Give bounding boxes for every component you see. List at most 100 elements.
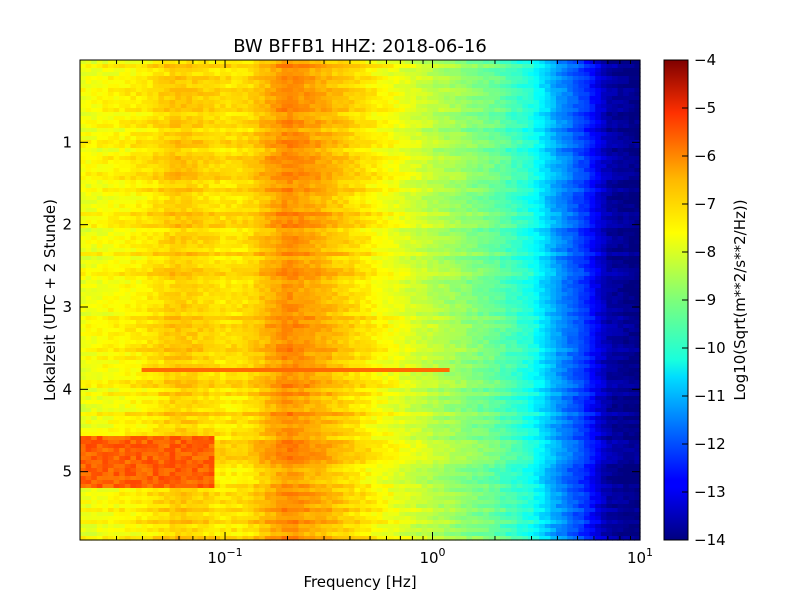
heatmap-cell bbox=[298, 176, 305, 181]
heatmap-cell bbox=[421, 68, 428, 73]
heatmap-cell bbox=[371, 136, 378, 141]
heatmap-cell bbox=[85, 80, 92, 85]
heatmap-cell bbox=[382, 104, 389, 109]
heatmap-cell bbox=[225, 212, 232, 217]
heatmap-cell bbox=[337, 236, 344, 241]
heatmap-cell bbox=[197, 240, 204, 245]
heatmap-cell bbox=[152, 148, 159, 153]
heatmap-cell bbox=[124, 128, 131, 133]
heatmap-cell bbox=[634, 96, 641, 101]
heatmap-cell bbox=[438, 160, 445, 165]
heatmap-cell bbox=[550, 80, 557, 85]
heatmap-cell bbox=[449, 80, 456, 85]
heatmap-cell bbox=[404, 128, 411, 133]
heatmap-cell bbox=[108, 256, 115, 261]
heatmap-cell bbox=[80, 180, 87, 185]
heatmap-cell bbox=[617, 120, 624, 125]
heatmap-cell bbox=[466, 136, 473, 141]
heatmap-cell bbox=[382, 172, 389, 177]
heatmap-cell bbox=[203, 76, 210, 81]
heatmap-cell bbox=[617, 108, 624, 113]
heatmap-cell bbox=[304, 176, 311, 181]
heatmap-cell bbox=[113, 144, 120, 149]
heatmap-cell bbox=[416, 64, 423, 69]
heatmap-cell bbox=[248, 176, 255, 181]
heatmap-cell bbox=[606, 108, 613, 113]
heatmap-cell bbox=[399, 224, 406, 229]
heatmap-cell bbox=[455, 140, 462, 145]
heatmap-cell bbox=[281, 116, 288, 121]
heatmap-cell bbox=[472, 76, 479, 81]
heatmap-cell bbox=[180, 252, 187, 257]
heatmap-cell bbox=[164, 152, 171, 157]
heatmap-cell bbox=[578, 112, 585, 117]
heatmap-cell bbox=[214, 156, 221, 161]
heatmap-cell bbox=[270, 176, 277, 181]
heatmap-cell bbox=[522, 172, 529, 177]
heatmap-cell bbox=[264, 96, 271, 101]
heatmap-cell bbox=[287, 236, 294, 241]
heatmap-cell bbox=[376, 256, 383, 261]
heatmap-cell bbox=[444, 176, 451, 181]
heatmap-cell bbox=[220, 188, 227, 193]
heatmap-cell bbox=[472, 100, 479, 105]
heatmap-cell bbox=[136, 224, 143, 229]
heatmap-cell bbox=[231, 76, 238, 81]
heatmap-cell bbox=[354, 212, 361, 217]
heatmap-cell bbox=[617, 180, 624, 185]
heatmap-cell bbox=[584, 248, 591, 253]
heatmap-cell bbox=[617, 116, 624, 121]
heatmap-cell bbox=[236, 224, 243, 229]
heatmap-cell bbox=[567, 128, 574, 133]
heatmap-cell bbox=[136, 140, 143, 145]
heatmap-cell bbox=[421, 140, 428, 145]
heatmap-cell bbox=[108, 80, 115, 85]
heatmap-cell bbox=[214, 212, 221, 217]
heatmap-cell bbox=[220, 220, 227, 225]
heatmap-cell bbox=[460, 84, 467, 89]
heatmap-cell bbox=[628, 140, 635, 145]
heatmap-cell bbox=[253, 176, 260, 181]
heatmap-cell bbox=[332, 256, 339, 261]
heatmap-cell bbox=[438, 80, 445, 85]
heatmap-cell bbox=[281, 108, 288, 113]
heatmap-cell bbox=[113, 176, 120, 181]
heatmap-cell bbox=[186, 92, 193, 97]
heatmap-cell bbox=[354, 104, 361, 109]
heatmap-cell bbox=[108, 100, 115, 105]
heatmap-cell bbox=[136, 192, 143, 197]
heatmap-cell bbox=[404, 236, 411, 241]
heatmap-cell bbox=[432, 76, 439, 81]
heatmap-cell bbox=[606, 244, 613, 249]
heatmap-cell bbox=[80, 204, 87, 209]
heatmap-cell bbox=[348, 148, 355, 153]
heatmap-cell bbox=[438, 220, 445, 225]
heatmap-cell bbox=[533, 232, 540, 237]
heatmap-cell bbox=[276, 184, 283, 189]
heatmap-cell bbox=[119, 248, 126, 253]
heatmap-cell bbox=[253, 204, 260, 209]
heatmap-cell bbox=[298, 144, 305, 149]
heatmap-cell bbox=[432, 204, 439, 209]
heatmap-cell bbox=[175, 160, 182, 165]
heatmap-cell bbox=[444, 204, 451, 209]
heatmap-cell bbox=[567, 236, 574, 241]
heatmap-cell bbox=[567, 132, 574, 137]
heatmap-cell bbox=[360, 116, 367, 121]
heatmap-cell bbox=[270, 144, 277, 149]
heatmap-cell bbox=[556, 64, 563, 69]
heatmap-cell bbox=[617, 252, 624, 257]
heatmap-cell bbox=[220, 244, 227, 249]
heatmap-cell bbox=[354, 72, 361, 77]
heatmap-cell bbox=[147, 128, 154, 133]
heatmap-cell bbox=[399, 140, 406, 145]
heatmap-cell bbox=[348, 80, 355, 85]
heatmap-cell bbox=[522, 108, 529, 113]
heatmap-cell bbox=[522, 240, 529, 245]
heatmap-cell bbox=[449, 144, 456, 149]
heatmap-cell bbox=[236, 100, 243, 105]
heatmap-cell bbox=[449, 176, 456, 181]
heatmap-cell bbox=[281, 256, 288, 261]
heatmap-cell bbox=[141, 160, 148, 165]
heatmap-cell bbox=[343, 188, 350, 193]
